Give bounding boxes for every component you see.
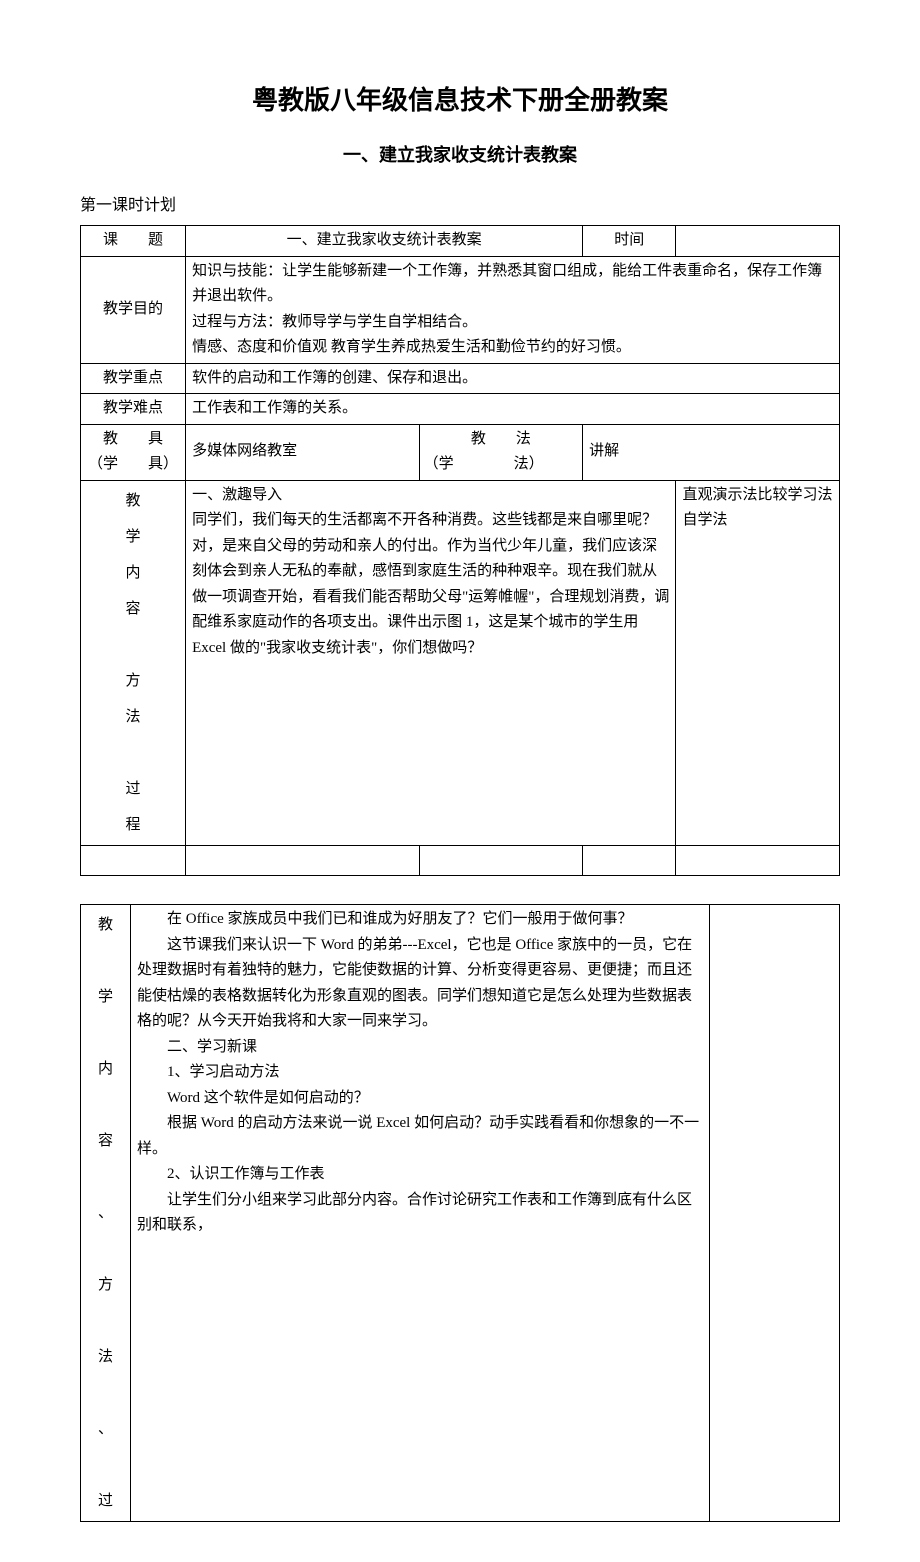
objective-label: 教学目的 [81, 256, 186, 363]
body-line: 二、学习新课 [137, 1035, 703, 1061]
tools-label: 教 具 （学 具） [81, 424, 186, 480]
method-label-2: （学 法） [424, 456, 544, 472]
body-line: Word 这个软件是如何启动的？ [137, 1086, 703, 1112]
tools-value: 多媒体网络教室 [186, 424, 420, 480]
objective-value: 知识与技能：让学生能够新建一个工作簿，并熟悉其窗口组成，能给工件表重命名，保存工… [186, 256, 840, 363]
body-line: 根据 Word 的启动方法来说一说 Excel 如何启动？动手实践看看和你想象的… [137, 1111, 703, 1162]
table-row: 教 学 内 容 方 法 过 程 一、激趣导入 同学们，我们每天的生活都离不开各种… [81, 480, 840, 845]
keypoint-value: 软件的启动和工作簿的创建、保存和退出。 [186, 363, 840, 394]
empty-cell [419, 845, 582, 876]
content-process-right: 直观演示法比较学习法 自学法 [676, 480, 840, 845]
body-line: 让学生们分小组来学习此部分内容。合作讨论研究工作表和工作簿到底有什么区别和联系， [137, 1188, 703, 1239]
empty-cell [583, 845, 676, 876]
time-label: 时间 [583, 226, 676, 257]
body-line: 1、学习启动方法 [137, 1060, 703, 1086]
content-label-column: 教 学 内 容 、 方 法 、 过 [81, 905, 131, 1522]
table-row: 教 具 （学 具） 多媒体网络教室 教 法 （学 法） 讲解 [81, 424, 840, 480]
empty-cell [81, 845, 186, 876]
table-row: 教 学 内 容 、 方 法 、 过 在 Office 家族成员中我们已和谁成为好… [81, 905, 840, 1522]
difficulty-value: 工作表和工作簿的关系。 [186, 394, 840, 425]
table-row: 教学重点 软件的启动和工作簿的创建、保存和退出。 [81, 363, 840, 394]
body-line: 在 Office 家族成员中我们已和谁成为好朋友了？它们一般用于做何事？ [137, 907, 703, 933]
content-process-label: 教 学 内 容 方 法 过 程 [81, 480, 186, 845]
lesson-plan-table-1: 课 题 一、建立我家收支统计表教案 时间 教学目的 知识与技能：让学生能够新建一… [80, 225, 840, 876]
method-value: 讲解 [583, 424, 840, 480]
difficulty-label: 教学难点 [81, 394, 186, 425]
method-label: 教 法 （学 法） [419, 424, 582, 480]
empty-cell [676, 845, 840, 876]
keypoint-label: 教学重点 [81, 363, 186, 394]
body-line: 2、认识工作簿与工作表 [137, 1162, 703, 1188]
table-row: 教学难点 工作表和工作簿的关系。 [81, 394, 840, 425]
tools-label-2: （学 具） [88, 456, 178, 472]
chapter-title: 一、建立我家收支统计表教案 [80, 141, 840, 167]
table-row: 课 题 一、建立我家收支统计表教案 时间 [81, 226, 840, 257]
content-body: 在 Office 家族成员中我们已和谁成为好朋友了？它们一般用于做何事？ 这节课… [131, 905, 710, 1522]
notes-column [710, 905, 840, 1522]
topic-label: 课 题 [81, 226, 186, 257]
topic-value: 一、建立我家收支统计表教案 [186, 226, 583, 257]
document-title: 粤教版八年级信息技术下册全册教案 [80, 80, 840, 117]
content-process-body: 一、激趣导入 同学们，我们每天的生活都离不开各种消费。这些钱都是来自哪里呢？对，… [186, 480, 676, 845]
table-row [81, 845, 840, 876]
empty-cell [186, 845, 420, 876]
body-line: 这节课我们来认识一下 Word 的弟弟---Excel，它也是 Office 家… [137, 933, 703, 1035]
method-label-1: 教 法 [424, 427, 578, 453]
table-row: 教学目的 知识与技能：让学生能够新建一个工作簿，并熟悉其窗口组成，能给工件表重命… [81, 256, 840, 363]
lesson-heading: 第一课时计划 [80, 191, 840, 215]
time-value [676, 226, 840, 257]
lesson-plan-table-2: 教 学 内 容 、 方 法 、 过 在 Office 家族成员中我们已和谁成为好… [80, 904, 840, 1522]
tools-label-1: 教 具 [103, 431, 163, 447]
